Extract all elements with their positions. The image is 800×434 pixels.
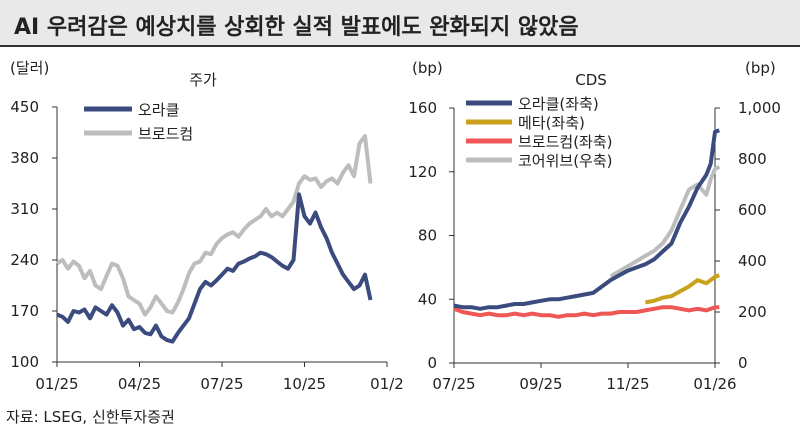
cds-chart-title: CDS [575, 71, 607, 89]
cds-right-tick-label: 1,000 [738, 99, 781, 117]
stock-x-ticks: 01/25 04/25 07/25 10/25 01/2 [35, 362, 404, 393]
cds-legend-label: 메타(좌축) [518, 114, 585, 132]
cds-left-tick-label: 160 [408, 99, 437, 117]
cds-left-tick-label: 80 [418, 227, 437, 245]
stock-x-tick-label: 01/2 [370, 375, 404, 393]
cds-series [453, 128, 721, 319]
cds-right-tick-label: 400 [738, 252, 767, 270]
cds-left-tick-label: 0 [427, 354, 437, 372]
cds-left-tick-label: 40 [418, 290, 437, 308]
cds-line-broadcom [453, 305, 720, 319]
stock-y-tick-label: 310 [10, 200, 39, 218]
stock-x-tick-label: 04/25 [118, 375, 161, 393]
cds-left-axis-label: (bp) [412, 59, 443, 77]
cds-left-tick-label: 120 [408, 163, 437, 181]
stock-y-tick-label: 450 [10, 98, 39, 116]
cds-right-tick-label: 800 [738, 150, 767, 168]
page-title: AI 우려감은 예상치를 상회한 실적 발표에도 완화되지 않았음 [14, 15, 579, 40]
cds-right-tick-label: 0 [738, 354, 748, 372]
stock-series [55, 134, 373, 344]
cds-right-tick-label: 200 [738, 303, 767, 321]
cds-chart: CDS (bp) (bp) 0 40 80 120 160 0 200 400 600 800 1… [408, 59, 781, 393]
cds-legend: 오라클(좌축)메타(좌축)브로드컴(좌축)코어위브(우축) [466, 95, 613, 170]
cds-right-tick-label: 600 [738, 201, 767, 219]
cds-line-meta [645, 273, 720, 305]
stock-y-axis-label: (달러) [10, 59, 49, 77]
stock-y-ticks: 100 170 240 310 380 450 [10, 98, 57, 371]
stock-chart-title: 주가 [189, 71, 217, 89]
cds-x-tick-label: 11/25 [606, 375, 649, 393]
stock-y-tick-label: 170 [10, 302, 39, 320]
stock-y-tick-label: 380 [10, 149, 39, 167]
stock-x-tick-label: 07/25 [200, 375, 243, 393]
stock-y-tick-label: 100 [10, 353, 39, 371]
stock-line-oracle [56, 192, 373, 344]
stock-line-broadcom [55, 134, 373, 317]
cds-x-ticks: 07/25 09/25 11/25 01/26 [432, 363, 737, 393]
cds-legend-label: 브로드컴(좌축) [518, 133, 613, 151]
cds-right-axis-label: (bp) [745, 59, 776, 77]
cds-left-ticks: 0 40 80 120 160 [408, 99, 454, 372]
stock-y-tick-label: 240 [10, 251, 39, 269]
cds-legend-label: 코어위브(우축) [518, 152, 613, 170]
cds-x-tick-label: 09/25 [519, 375, 562, 393]
cds-x-tick-label: 01/26 [693, 375, 736, 393]
stock-legend-label: 브로드컴 [138, 125, 193, 143]
stock-legend-label: 오라클 [138, 101, 179, 119]
title-bar: AI 우려감은 예상치를 상회한 실적 발표에도 완화되지 않았음 [0, 0, 800, 47]
cds-x-tick-label: 07/25 [432, 375, 475, 393]
stock-x-tick-label: 01/25 [35, 375, 78, 393]
cds-line-coreweave [609, 164, 721, 279]
cds-right-ticks: 0 200 400 600 800 1,000 [715, 99, 781, 372]
source-note: 자료: LSEG, 신한투자증권 [6, 408, 175, 426]
stock-price-chart: 주가 (달러) 100 170 240 310 380 450 01/25 04/25 07/… [10, 59, 404, 393]
cds-line-oracle [453, 128, 720, 311]
stock-x-tick-label: 10/25 [283, 375, 326, 393]
cds-legend-label: 오라클(좌축) [518, 95, 599, 113]
